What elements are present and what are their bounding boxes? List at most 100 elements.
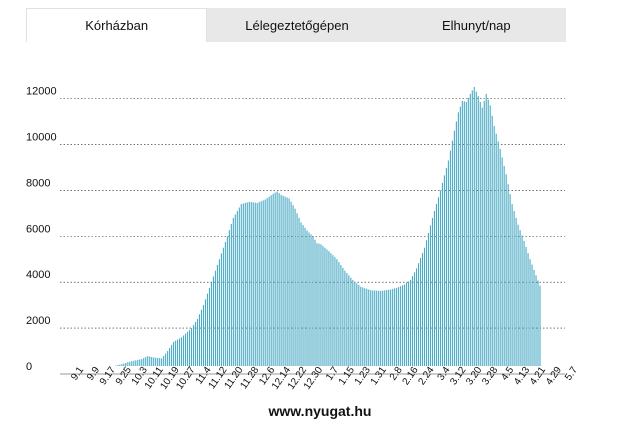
bar (324, 247, 326, 366)
x-tick-label: 4.29 (544, 365, 564, 388)
bar-series (113, 87, 541, 367)
bar (298, 217, 300, 366)
bar (346, 272, 348, 366)
bar (449, 150, 451, 366)
bar (234, 214, 236, 366)
bar (354, 281, 356, 366)
bar (429, 225, 432, 366)
tab-ventilator[interactable]: Lélegeztetőgépen (245, 17, 349, 33)
bar (358, 285, 360, 366)
tab-deaths-per-day[interactable]: Elhunyt/nap (441, 17, 511, 33)
bar (312, 236, 314, 366)
bar (338, 262, 340, 366)
bar (529, 259, 531, 366)
bar (402, 285, 404, 366)
bar (125, 362, 127, 366)
bar (264, 199, 266, 366)
y-tick-label: 0 (26, 361, 32, 373)
bar (414, 272, 416, 366)
bar (384, 290, 386, 366)
bar (415, 268, 418, 366)
bar (304, 227, 306, 366)
bar (330, 253, 332, 366)
bar (479, 101, 481, 366)
bar (127, 362, 129, 366)
bar (286, 197, 288, 366)
bar (427, 232, 430, 366)
x-tick-label: 2.24 (416, 365, 436, 388)
bar (248, 201, 250, 366)
bar (192, 325, 195, 366)
bar (250, 202, 252, 366)
bar (495, 133, 497, 366)
bar (431, 217, 434, 366)
bar (406, 282, 408, 366)
bar (155, 357, 157, 366)
bar (539, 285, 541, 366)
bar (499, 149, 501, 366)
bar (326, 249, 328, 366)
bar (439, 190, 441, 366)
bar (294, 208, 296, 366)
bar (218, 259, 220, 366)
bar (437, 197, 439, 366)
bar (378, 290, 380, 366)
bar (322, 246, 324, 366)
bar (441, 182, 443, 366)
bar (123, 363, 125, 366)
bar (412, 276, 414, 366)
bar (505, 174, 507, 366)
bar (527, 253, 529, 366)
bar (147, 356, 149, 366)
bar (119, 364, 121, 366)
bar (153, 357, 155, 366)
x-tick-label: 9.17 (98, 365, 118, 388)
bar (186, 331, 189, 366)
tab-hospitalized[interactable]: Kórházban (26, 8, 208, 42)
bar (306, 230, 308, 366)
bar (443, 175, 445, 366)
bar (302, 225, 304, 366)
bar (364, 288, 366, 366)
bar (465, 101, 467, 366)
bar (145, 357, 147, 366)
bar (310, 234, 312, 366)
bar (222, 247, 224, 366)
bar (208, 287, 210, 366)
bar (374, 290, 376, 366)
bar (284, 196, 286, 366)
bar (517, 224, 519, 366)
bar (204, 299, 207, 366)
bar (336, 259, 338, 366)
bar (308, 232, 310, 366)
bar (260, 201, 262, 366)
bar (537, 280, 539, 366)
bar (171, 344, 173, 366)
bar (254, 202, 256, 366)
bar (342, 267, 344, 366)
bar (143, 358, 145, 366)
x-tick-label: 9.1 (69, 365, 86, 383)
bar (316, 243, 318, 366)
bar (198, 314, 201, 366)
bar (368, 289, 370, 366)
bar (320, 244, 322, 366)
bar (278, 193, 280, 366)
bar (183, 335, 185, 366)
bar (210, 282, 212, 366)
bar (489, 105, 491, 366)
bar (121, 364, 123, 366)
bar (523, 240, 525, 366)
bar (386, 290, 388, 366)
bar (314, 239, 316, 366)
bar (224, 241, 226, 366)
bar (228, 230, 230, 366)
bar (509, 194, 511, 366)
bar (190, 328, 193, 366)
y-tick-label: 10000 (26, 131, 57, 143)
bar (455, 121, 457, 367)
bar (392, 288, 394, 366)
x-tick-label: 1.23 (353, 365, 373, 388)
bar (398, 287, 400, 366)
x-tick-label: 1.15 (337, 365, 357, 388)
